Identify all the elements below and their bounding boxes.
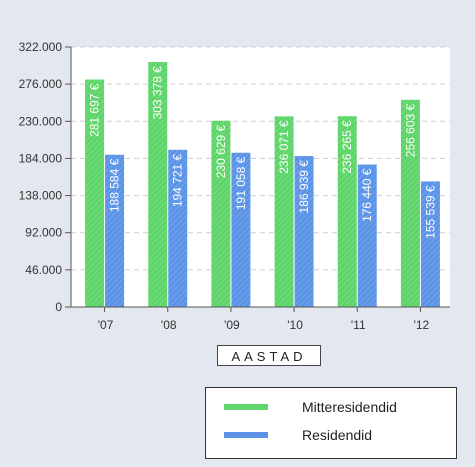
y-tick-label: 0 <box>55 300 62 314</box>
bar-residendid <box>168 149 188 307</box>
legend-swatch-residendid <box>224 432 268 438</box>
legend-label-mitteresidendid: Mitteresidendid <box>302 399 397 415</box>
data-label: 176 440 € <box>360 168 374 222</box>
data-label: 155 539 € <box>423 185 437 239</box>
data-label: 191 058 € <box>234 156 248 210</box>
data-label: 188 584 € <box>108 158 122 212</box>
bar-mitteresidendid <box>274 116 294 307</box>
x-tick-label: '07 <box>98 318 114 332</box>
x-tick-label: '08 <box>161 318 177 332</box>
bar-mitteresidendid <box>85 79 105 308</box>
y-tick-label: 230.000 <box>19 114 63 128</box>
bar-mitteresidendid <box>337 116 357 307</box>
bar-residendid <box>420 181 440 307</box>
data-label: 194 721 € <box>171 153 185 207</box>
x-tick-label: '09 <box>224 318 240 332</box>
data-label: 236 071 € <box>277 120 291 174</box>
bar-mitteresidendid <box>211 120 231 307</box>
legend-item-mitteresidendid: Mitteresidendid <box>224 397 397 417</box>
x-tick-label: '12 <box>414 318 430 332</box>
x-axis-title: AASTAD <box>217 345 321 366</box>
bar-residendid <box>294 156 314 307</box>
y-tick-label: 138.000 <box>19 189 63 203</box>
data-label: 256 603 € <box>403 103 417 157</box>
legend: Mitteresidendid Residendid <box>205 387 457 459</box>
bar-residendid <box>357 164 377 307</box>
y-tick-label: 322.000 <box>19 40 63 54</box>
legend-item-residendid: Residendid <box>224 425 372 445</box>
data-label: 230 629 € <box>214 124 228 178</box>
bar-residendid <box>105 154 125 307</box>
data-label: 186 939 € <box>297 160 311 214</box>
y-tick-label: 46.000 <box>25 263 62 277</box>
x-tick-label: '10 <box>287 318 303 332</box>
data-label: 303 378 € <box>151 66 165 120</box>
x-tick-label: '11 <box>351 318 366 332</box>
y-tick-label: 92.000 <box>25 226 62 240</box>
plot-area <box>71 47 450 307</box>
y-tick-label: 184.000 <box>19 151 63 165</box>
bar-mitteresidendid <box>400 99 420 308</box>
data-label: 236 265 € <box>340 120 354 174</box>
y-tick-label: 276.000 <box>19 77 63 91</box>
bar-mitteresidendid <box>148 62 168 308</box>
data-label: 281 697 € <box>88 83 102 137</box>
legend-label-residendid: Residendid <box>302 427 373 443</box>
legend-swatch-mitteresidendid <box>224 404 268 410</box>
bar-residendid <box>231 152 251 307</box>
